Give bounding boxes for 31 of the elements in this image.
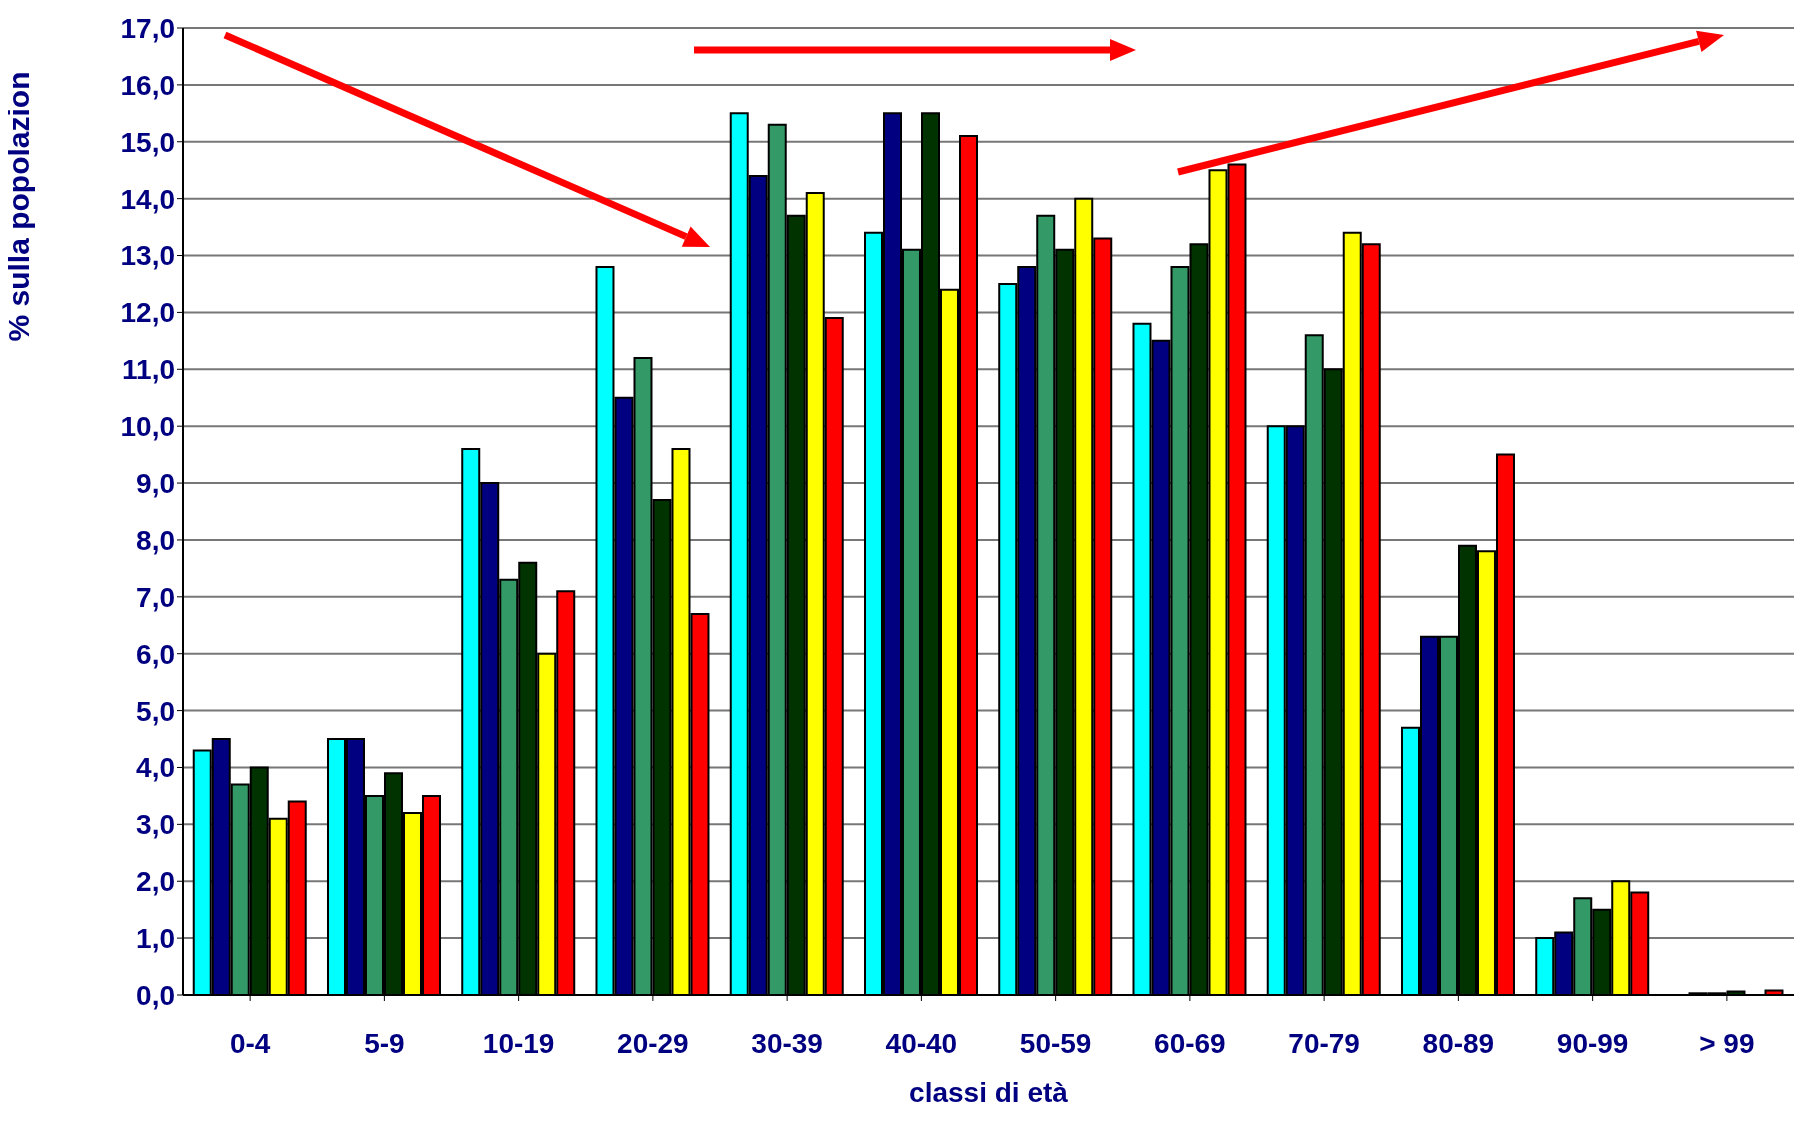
y-tick-label: 11,0 — [122, 354, 175, 386]
x-tick-label: 5-9 — [364, 1027, 405, 1059]
y-tick-label: 7,0 — [136, 581, 175, 613]
y-tick-label: 4,0 — [136, 752, 175, 784]
x-tick-label: > 99 — [1699, 1027, 1755, 1059]
x-tick-label: 40-40 — [885, 1027, 958, 1059]
y-tick-label: 6,0 — [136, 638, 175, 670]
x-tick-label: 60-69 — [1154, 1027, 1226, 1059]
y-tick-label: 1,0 — [136, 923, 175, 955]
x-tick-label: 10-19 — [482, 1027, 555, 1059]
y-tick-label: 16,0 — [120, 69, 175, 101]
y-tick-label: 5,0 — [136, 695, 175, 727]
x-axis-title: classi di età — [909, 1077, 1069, 1108]
y-tick-label: 8,0 — [136, 524, 175, 556]
x-tick-label: 50-59 — [1019, 1027, 1092, 1059]
y-tick-label: 9,0 — [136, 468, 175, 499]
y-tick-label: 13,0 — [120, 240, 175, 272]
y-tick-label: 2,0 — [136, 866, 175, 898]
x-tick-label: 80-89 — [1422, 1027, 1495, 1059]
x-tick-label: 90-99 — [1556, 1027, 1629, 1059]
y-tick-label: 3,0 — [136, 809, 175, 841]
y-tick-label: 12,0 — [120, 297, 175, 329]
y-tick-label: 14,0 — [120, 183, 175, 215]
y-tick-label: 10,0 — [120, 411, 175, 443]
x-tick-label: 0-4 — [229, 1027, 271, 1059]
y-tick-label: 15,0 — [120, 126, 175, 158]
x-tick-label: 70-79 — [1288, 1027, 1360, 1059]
y-tick-label: 17,0 — [120, 12, 175, 44]
x-tick-label: 20-29 — [617, 1027, 689, 1059]
y-tick-label: 0,0 — [136, 979, 175, 1011]
x-tick-label: 30-39 — [751, 1027, 823, 1059]
